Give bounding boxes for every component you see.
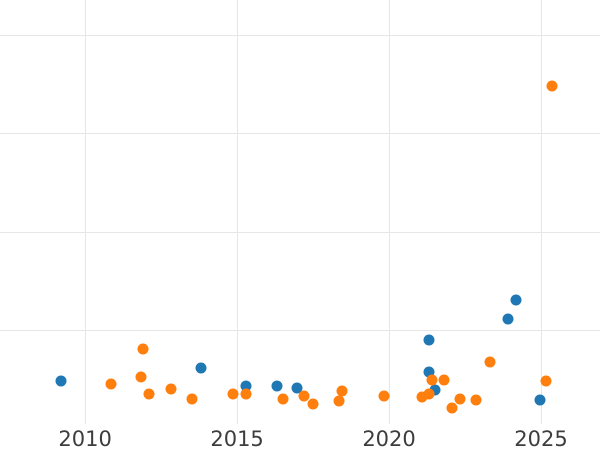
x-axis-tick-label: 2010 xyxy=(58,427,112,450)
data-point-orange-series xyxy=(484,356,496,368)
data-point-orange-series xyxy=(135,371,147,383)
data-point-blue-series xyxy=(423,366,435,378)
data-point-blue-series xyxy=(423,334,435,346)
data-point-blue-series xyxy=(291,382,303,394)
data-point-orange-series xyxy=(546,80,558,92)
data-point-orange-series xyxy=(378,390,390,402)
data-point-orange-series xyxy=(438,374,450,386)
data-point-orange-series xyxy=(470,394,482,406)
horizontal-gridline xyxy=(0,35,600,37)
x-axis-tick-label: 2015 xyxy=(210,427,264,450)
data-point-blue-series xyxy=(429,384,441,396)
data-point-orange-series xyxy=(105,378,117,390)
vertical-gridline xyxy=(388,0,390,424)
data-point-blue-series xyxy=(502,313,514,325)
data-point-blue-series xyxy=(510,294,522,306)
data-point-blue-series xyxy=(195,362,207,374)
data-point-blue-series xyxy=(271,380,283,392)
data-point-orange-series xyxy=(227,388,239,400)
horizontal-gridline xyxy=(0,231,600,233)
data-point-orange-series xyxy=(307,398,319,410)
data-point-orange-series xyxy=(426,374,438,386)
data-point-orange-series xyxy=(336,385,348,397)
data-point-blue-series xyxy=(55,375,67,387)
horizontal-gridline xyxy=(0,329,600,331)
vertical-gridline xyxy=(236,0,238,424)
x-axis-tick-label: 2020 xyxy=(362,427,416,450)
data-point-orange-series xyxy=(423,388,435,400)
horizontal-gridline xyxy=(0,133,600,135)
data-point-orange-series xyxy=(298,390,310,402)
data-point-orange-series xyxy=(240,388,252,400)
data-point-orange-series xyxy=(165,383,177,395)
data-point-orange-series xyxy=(143,388,155,400)
data-point-orange-series xyxy=(186,393,198,405)
x-axis-tick-label: 2025 xyxy=(514,427,568,450)
data-point-orange-series xyxy=(416,391,428,403)
data-point-orange-series xyxy=(137,343,149,355)
data-point-blue-series xyxy=(534,394,546,406)
data-point-orange-series xyxy=(333,395,345,407)
vertical-gridline xyxy=(540,0,542,424)
data-point-orange-series xyxy=(446,402,458,414)
data-point-orange-series xyxy=(454,393,466,405)
data-point-blue-series xyxy=(240,380,252,392)
vertical-gridline xyxy=(84,0,86,424)
data-point-orange-series xyxy=(277,393,289,405)
data-point-orange-series xyxy=(540,375,552,387)
